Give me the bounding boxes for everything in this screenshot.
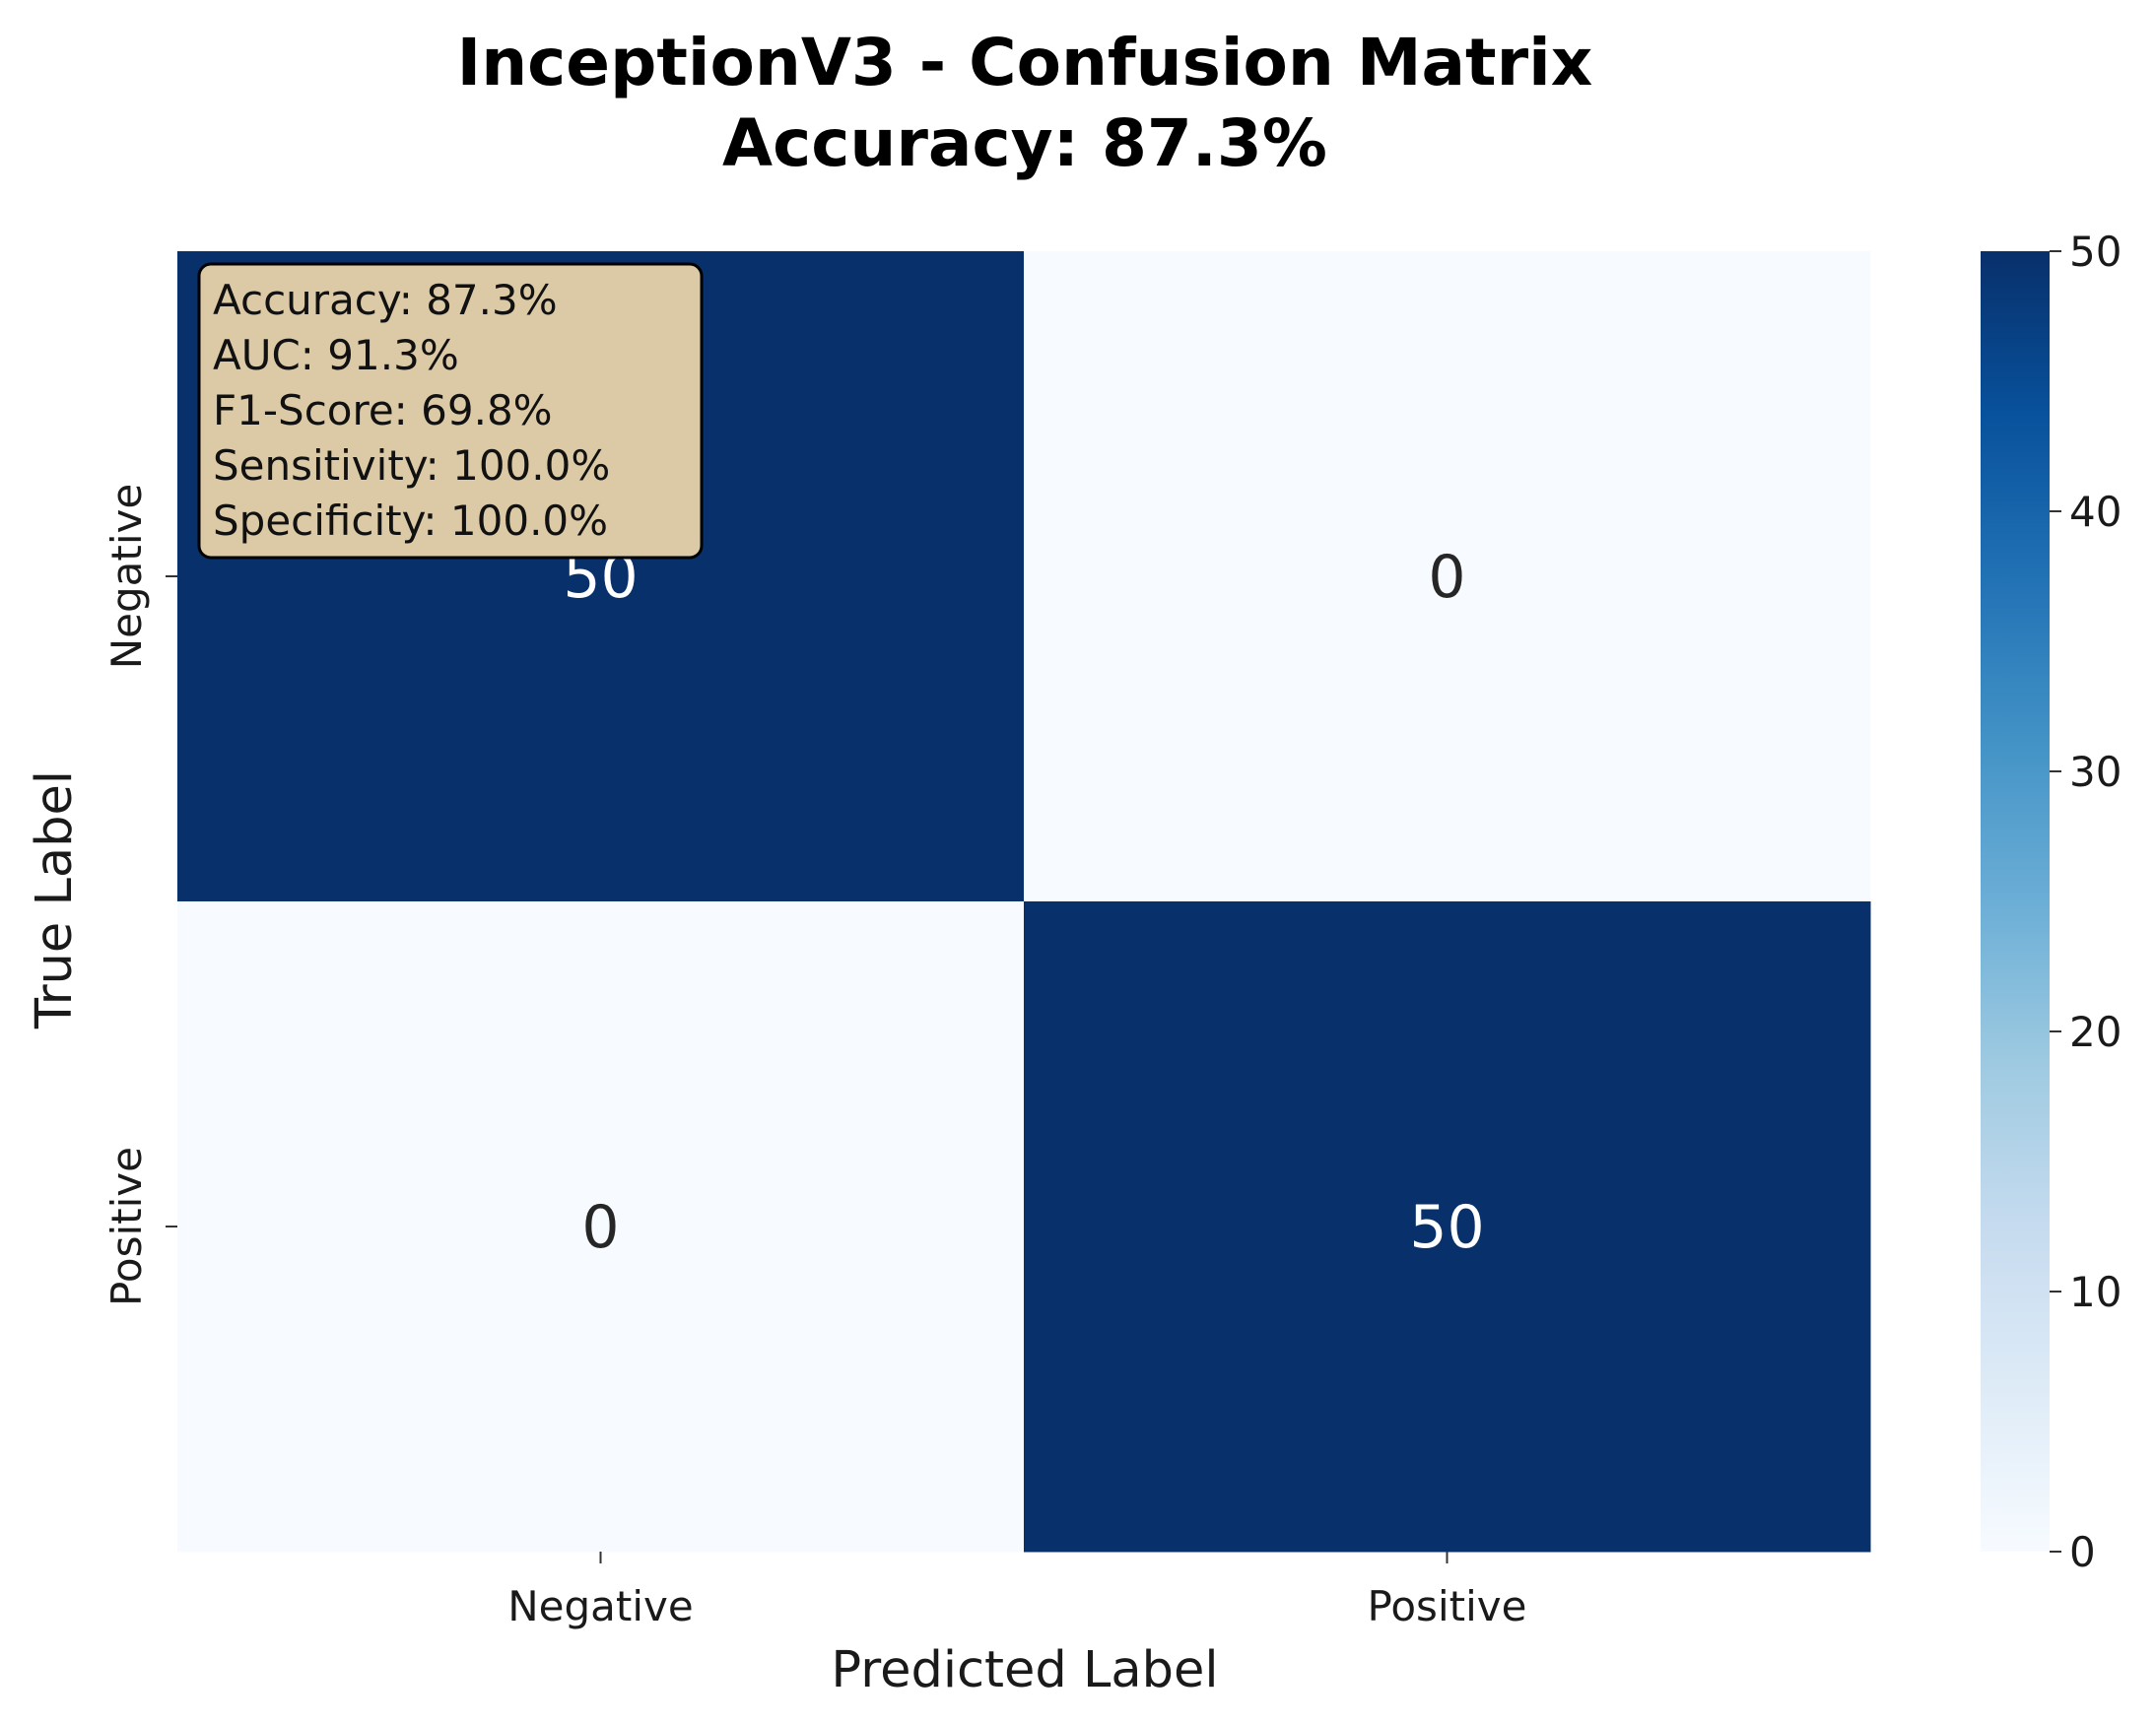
colorbar-tick-label: 30 xyxy=(2069,748,2122,796)
colorbar-tick-label: 20 xyxy=(2069,1008,2122,1056)
chart-subtitle: Accuracy: 87.3% xyxy=(722,105,1327,181)
stats-f1-score: F1-Score: 69.8% xyxy=(213,386,553,434)
colorbar-tick-label: 50 xyxy=(2069,228,2122,276)
heatmap-cell xyxy=(1024,251,1871,902)
cell-value-label: 0 xyxy=(581,1193,619,1262)
y-axis-label: True Label xyxy=(26,770,84,1029)
x-axis-label: Predicted Label xyxy=(831,1641,1218,1699)
y-tick-label: Negative xyxy=(102,484,151,670)
colorbar xyxy=(1981,251,2050,1552)
y-tick-label: Positive xyxy=(102,1147,151,1306)
cell-value-label: 0 xyxy=(1428,543,1465,612)
y-axis-ticks: Negative Positive xyxy=(102,484,177,1306)
stats-auc: AUC: 91.3% xyxy=(213,331,459,379)
stats-accuracy: Accuracy: 87.3% xyxy=(213,276,558,324)
stats-sensitivity: Sensitivity: 100.0% xyxy=(213,441,610,490)
chart-title: InceptionV3 - Confusion Matrix xyxy=(457,25,1593,100)
colorbar-tick-label: 0 xyxy=(2069,1528,2096,1576)
colorbar-tick-label: 40 xyxy=(2069,488,2122,536)
heatmap-cell xyxy=(177,901,1025,1553)
stats-specificity: Specificity: 100.0% xyxy=(213,497,608,545)
x-tick-label: Negative xyxy=(507,1582,694,1630)
x-axis-ticks: Negative Positive xyxy=(507,1552,1526,1630)
heatmap-cell xyxy=(1024,901,1871,1553)
x-tick-label: Positive xyxy=(1368,1582,1527,1630)
stats-box: Accuracy: 87.3% AUC: 91.3% F1-Score: 69.… xyxy=(197,262,704,560)
cell-value-label: 50 xyxy=(1409,1193,1484,1262)
colorbar-tick-label: 10 xyxy=(2069,1268,2122,1316)
stats-box-background xyxy=(197,262,704,560)
colorbar-ticks: 0 10 20 30 40 50 xyxy=(2050,228,2122,1576)
cell-labels: 50 00 50 xyxy=(563,543,1484,1262)
